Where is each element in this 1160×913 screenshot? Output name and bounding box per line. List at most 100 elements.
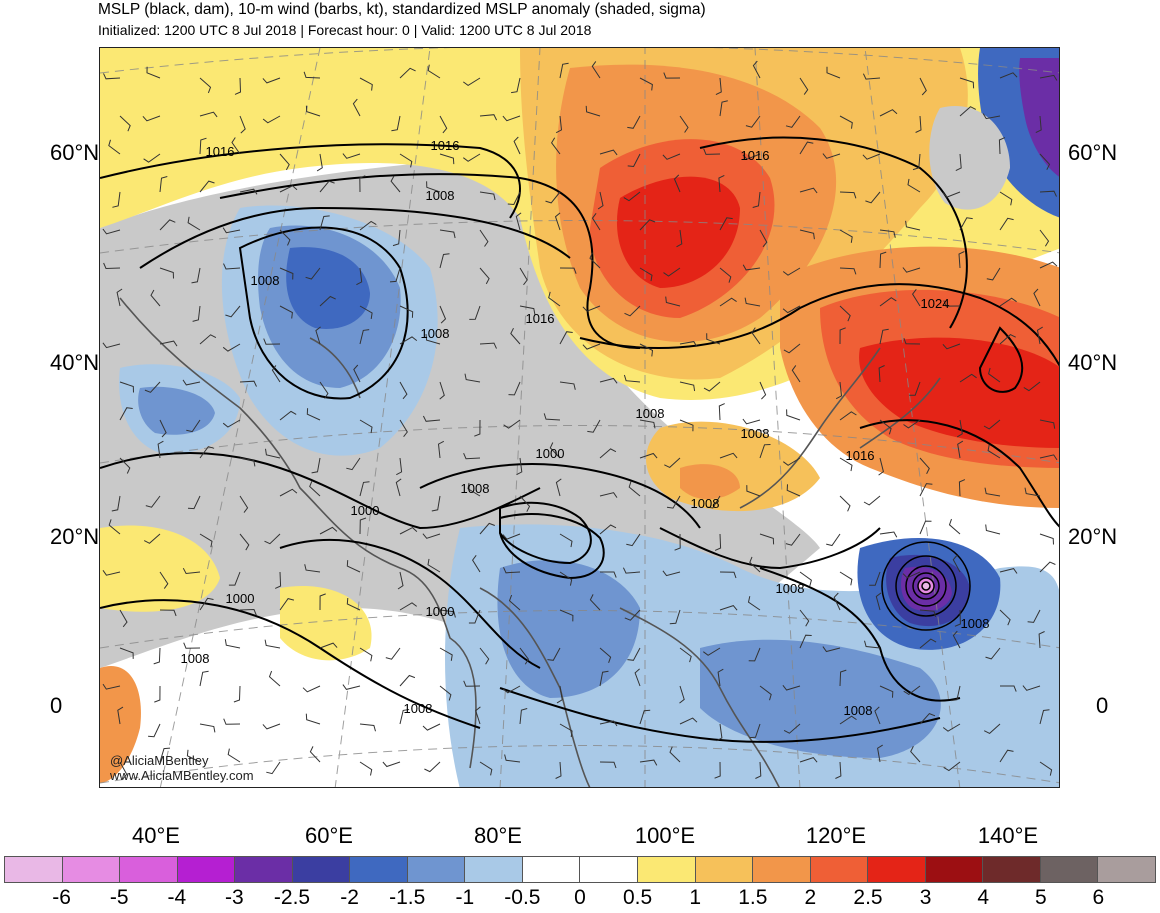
wind-barb: [279, 305, 293, 319]
wind-barb: [186, 419, 201, 433]
wind-barb: [627, 153, 641, 168]
wind-barb: [479, 229, 489, 247]
wind-barb: [159, 571, 169, 589]
wind-barb: [786, 484, 801, 497]
wind-barb: [399, 709, 410, 725]
wind-barb: [599, 524, 617, 535]
wind-barb: [182, 567, 201, 575]
wind-barb: [199, 111, 218, 118]
colorbar-cell: [177, 857, 236, 882]
wind-barb: [755, 761, 762, 779]
wind-barb: [599, 377, 618, 384]
wind-barb: [391, 115, 401, 132]
wind-barb: [799, 634, 812, 649]
wind-barb: [508, 381, 521, 396]
contour-label: 1008: [776, 581, 805, 596]
wind-barb: [674, 533, 681, 551]
wind-barb: [948, 518, 961, 535]
wind-barb: [627, 115, 641, 129]
colorbar-tick-label: -5: [109, 886, 129, 909]
wind-barb: [222, 227, 241, 234]
wind-barb: [639, 709, 651, 725]
wind-barb: [111, 495, 121, 512]
wind-barb: [519, 647, 530, 665]
wind-barb: [352, 98, 361, 117]
wind-barb: [669, 609, 681, 625]
wind-barb: [142, 115, 161, 122]
wind-barb: [942, 723, 961, 732]
wind-barb: [839, 267, 857, 275]
wind-barb: [143, 153, 161, 163]
colorbar-cell: [350, 857, 408, 882]
colorbar-cell: [1098, 857, 1155, 882]
wind-barb: [902, 571, 921, 579]
colorbar-cell: [868, 857, 926, 882]
coastlines: [119, 297, 941, 787]
wind-barb: [119, 381, 134, 393]
wind-barb: [676, 229, 683, 248]
wind-barb: [519, 305, 536, 315]
wind-barb: [199, 334, 217, 345]
contour-label: 1000: [426, 604, 455, 619]
wind-barbs: [102, 60, 1058, 780]
wind-barb: [319, 381, 329, 399]
contour-label: 1008: [404, 701, 433, 716]
wind-barb: [879, 531, 898, 538]
wind-barb: [382, 761, 401, 768]
wind-barb: [271, 365, 281, 383]
wind-barb: [159, 419, 167, 438]
wind-barb: [706, 333, 721, 345]
colorbar-cell: [580, 857, 639, 882]
anomaly-shading: [100, 48, 1059, 787]
wind-barb: [822, 153, 841, 159]
colorbar-cell: [983, 857, 1041, 882]
wind-barb: [1035, 115, 1042, 134]
wind-barb: [469, 305, 481, 320]
wind-barb: [703, 148, 721, 155]
wind-barb: [826, 533, 841, 547]
wind-barb: [639, 267, 653, 282]
wind-barb: [390, 175, 401, 193]
wind-barb: [146, 66, 161, 79]
wind-barb: [955, 153, 962, 172]
wind-barb: [157, 440, 164, 459]
wind-barb: [279, 598, 295, 611]
wind-barb: [749, 556, 761, 573]
colorbar-tick-label: -4: [167, 886, 187, 909]
wind-barb: [719, 100, 728, 117]
graticule: [100, 48, 1059, 787]
wind-barb: [1039, 761, 1053, 776]
wind-barb: [385, 647, 401, 660]
wind-barb: [556, 685, 563, 704]
wind-barb: [346, 560, 361, 573]
wind-barb: [234, 77, 242, 95]
wind-barb: [559, 267, 577, 274]
wind-barb: [909, 381, 921, 396]
wind-barb: [987, 444, 1001, 459]
wind-barb: [782, 684, 801, 691]
wind-barb: [999, 72, 1018, 79]
wind-barb: [119, 761, 128, 780]
wind-barb: [915, 115, 922, 133]
wind-barb: [742, 418, 761, 425]
wind-barb: [439, 647, 453, 661]
wind-barb: [879, 419, 892, 435]
wind-barb: [662, 153, 681, 160]
wind-barb: [108, 519, 121, 535]
wind-barb: [479, 191, 496, 201]
typhoon-contours: [881, 541, 971, 631]
plot-title: MSLP (black, dam), 10-m wind (barbs, kt)…: [98, 1, 706, 18]
lat-label-left-60: 60°N: [50, 140, 100, 165]
wind-barb: [359, 329, 370, 345]
lat-label-right-60: 60°N: [1068, 140, 1118, 165]
colorbar-tick-label: -2.5: [273, 886, 311, 909]
wind-barb: [305, 267, 321, 280]
wind-barb: [785, 533, 801, 546]
wind-barb: [399, 67, 416, 79]
lat-label-right-20: 20°N: [1068, 524, 1118, 549]
wind-barb: [119, 647, 134, 659]
map-panel: 1016 1016 1008 1016 1008 1016 1008 1024 1008 1008…: [99, 47, 1060, 788]
contour-label: 1008: [636, 406, 665, 421]
wind-barb: [479, 342, 497, 349]
wind-barb: [839, 495, 851, 512]
